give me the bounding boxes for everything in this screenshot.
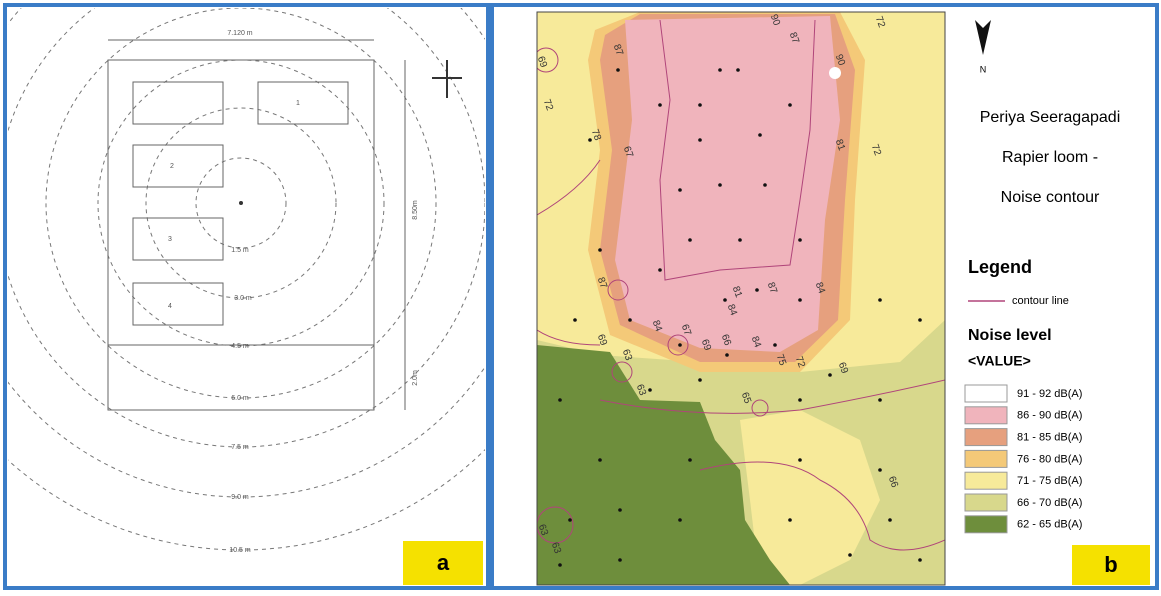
noise-zone	[615, 16, 840, 352]
legend-swatch	[965, 516, 1007, 533]
map-title: Noise contour	[1001, 189, 1100, 206]
sample-point	[798, 298, 802, 302]
machine-label: 2	[170, 163, 174, 170]
legend-label: 71 - 75 dB(A)	[1017, 475, 1082, 487]
sample-point	[628, 318, 632, 322]
sample-point	[888, 518, 892, 522]
ring-label: 1.5 m	[231, 247, 249, 254]
legend-label: 81 - 85 dB(A)	[1017, 432, 1082, 444]
legend-swatch	[965, 450, 1007, 467]
panel-label: a	[437, 550, 450, 575]
ring-label: 6.0 m	[231, 395, 249, 402]
legend-swatch	[965, 429, 1007, 446]
sample-point	[598, 458, 602, 462]
noise-zone	[829, 67, 841, 79]
legend-label: 91 - 92 dB(A)	[1017, 388, 1082, 400]
sample-point	[918, 318, 922, 322]
sample-point	[688, 458, 692, 462]
sample-point	[698, 138, 702, 142]
noise-map	[534, 12, 945, 585]
legend-label: 62 - 65 dB(A)	[1017, 519, 1082, 531]
sample-point	[573, 318, 577, 322]
panel-label: b	[1104, 552, 1117, 577]
sample-point	[738, 238, 742, 242]
sample-point	[758, 133, 762, 137]
sample-point	[798, 458, 802, 462]
sample-point	[878, 398, 882, 402]
sample-point	[558, 398, 562, 402]
sample-point	[798, 398, 802, 402]
machine-label: 3	[168, 236, 172, 243]
sample-point	[588, 138, 592, 142]
sample-point	[828, 373, 832, 377]
sample-point	[698, 378, 702, 382]
machine-label: 4	[168, 303, 172, 310]
contour-legend-label: contour line	[1012, 295, 1069, 307]
sample-point	[678, 343, 682, 347]
ring-label: 9.0 m	[231, 494, 249, 501]
sample-point	[718, 68, 722, 72]
ring-label: 7.5 m	[231, 444, 249, 451]
sample-point	[688, 238, 692, 242]
sample-point	[558, 563, 562, 567]
legend-field: <VALUE>	[968, 353, 1031, 369]
map-title: Periya Seeragapadi	[980, 109, 1121, 126]
legend-swatch	[965, 494, 1007, 511]
sample-point	[918, 558, 922, 562]
legend-label: 66 - 70 dB(A)	[1017, 497, 1082, 509]
sample-point	[878, 468, 882, 472]
figure: 7.120 m 8.50m 2.0m 1 2 3 4 1.5 m 3.0 m 4…	[0, 0, 1161, 591]
legend-title: Legend	[968, 257, 1032, 277]
sample-point	[658, 103, 662, 107]
map-title: Rapier loom -	[1002, 149, 1098, 166]
sample-point	[616, 68, 620, 72]
legend-swatch	[965, 385, 1007, 402]
legend-label: 86 - 90 dB(A)	[1017, 410, 1082, 422]
north-label: N	[980, 64, 987, 74]
height-dimension: 8.50m	[412, 200, 419, 220]
sample-point	[788, 518, 792, 522]
sample-point	[698, 103, 702, 107]
sample-point	[723, 298, 727, 302]
sample-point	[848, 553, 852, 557]
sample-point	[878, 298, 882, 302]
legend-swatch	[965, 472, 1007, 489]
width-dimension: 7.120 m	[227, 30, 252, 37]
sample-point	[755, 288, 759, 292]
sample-point	[618, 558, 622, 562]
sample-point	[798, 238, 802, 242]
sample-point	[718, 183, 722, 187]
sample-point	[736, 68, 740, 72]
legend-subtitle: Noise level	[968, 327, 1052, 344]
sample-point	[725, 353, 729, 357]
ring-label: 3.0 m	[234, 295, 252, 302]
ring-label: 10.5 m	[229, 547, 251, 554]
sample-point	[618, 508, 622, 512]
lower-dimension: 2.0m	[412, 370, 419, 386]
sample-point	[788, 103, 792, 107]
sample-point	[598, 248, 602, 252]
machine-label: 1	[296, 100, 300, 107]
sample-point	[678, 518, 682, 522]
legend-label: 76 - 80 dB(A)	[1017, 453, 1082, 465]
ring-label: 4.5 m	[231, 343, 249, 350]
sample-point	[678, 188, 682, 192]
sample-point	[658, 268, 662, 272]
sample-point	[648, 388, 652, 392]
sample-point	[773, 343, 777, 347]
sample-point	[568, 518, 572, 522]
sample-point	[763, 183, 767, 187]
legend-swatch	[965, 407, 1007, 424]
